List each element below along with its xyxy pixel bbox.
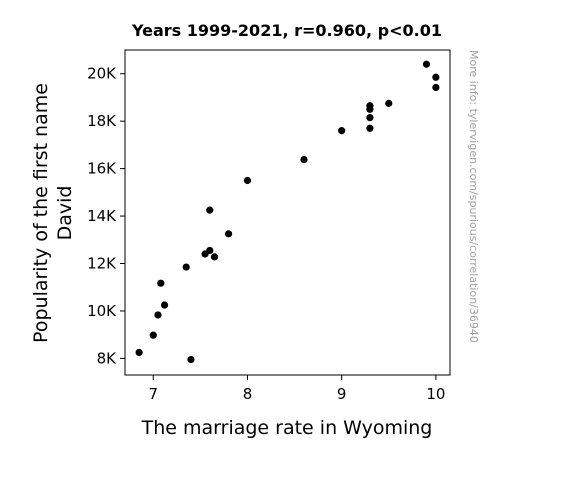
data-point	[385, 99, 393, 107]
x-tick-label: 8	[243, 385, 253, 403]
data-point	[135, 348, 143, 357]
chart-title: Years 1999-2021, r=0.960, p<0.01	[131, 21, 442, 40]
data-points	[135, 60, 440, 364]
data-point	[432, 73, 440, 81]
plot-area-frame	[124, 49, 451, 376]
data-point	[338, 127, 346, 135]
x-tick-label: 7	[148, 385, 158, 403]
watermark-text: More info: tylervigen.com/spurious/corre…	[467, 50, 480, 343]
data-point	[206, 206, 214, 214]
data-point	[422, 60, 431, 68]
y-tick-label: 16K	[87, 160, 117, 178]
y-tick-label: 8K	[97, 349, 118, 367]
data-point	[182, 263, 190, 271]
x-tick-label: 9	[337, 385, 347, 403]
data-point	[300, 155, 308, 164]
y-axis-label-line-2: David	[54, 186, 76, 241]
y-tick-label: 18K	[87, 112, 117, 130]
y-axis-ticks: 8K 10K 12K 14K 16K 18K 20K	[87, 65, 125, 367]
y-axis-label-line-1: Popularity of the first name	[30, 83, 52, 343]
y-tick-label: 12K	[87, 255, 117, 273]
data-point	[187, 355, 195, 364]
data-point	[149, 331, 157, 339]
y-tick-label: 14K	[87, 207, 117, 225]
y-axis-label-group: Popularity of the first name David	[30, 83, 76, 343]
data-point	[206, 246, 214, 255]
x-axis-ticks: 7 8 9 10	[148, 375, 445, 403]
data-point	[157, 279, 165, 287]
x-tick-label: 10	[426, 385, 445, 403]
data-point	[366, 114, 374, 122]
data-point	[366, 124, 374, 132]
data-point	[225, 230, 233, 238]
data-point	[210, 253, 219, 261]
data-point	[366, 102, 374, 110]
data-point	[243, 176, 252, 185]
data-point	[154, 311, 162, 319]
data-point	[160, 301, 169, 309]
y-tick-label: 20K	[87, 65, 117, 83]
x-axis-label: The marriage rate in Wyoming	[141, 417, 433, 439]
y-tick-label: 10K	[87, 302, 117, 320]
data-point	[432, 83, 440, 92]
